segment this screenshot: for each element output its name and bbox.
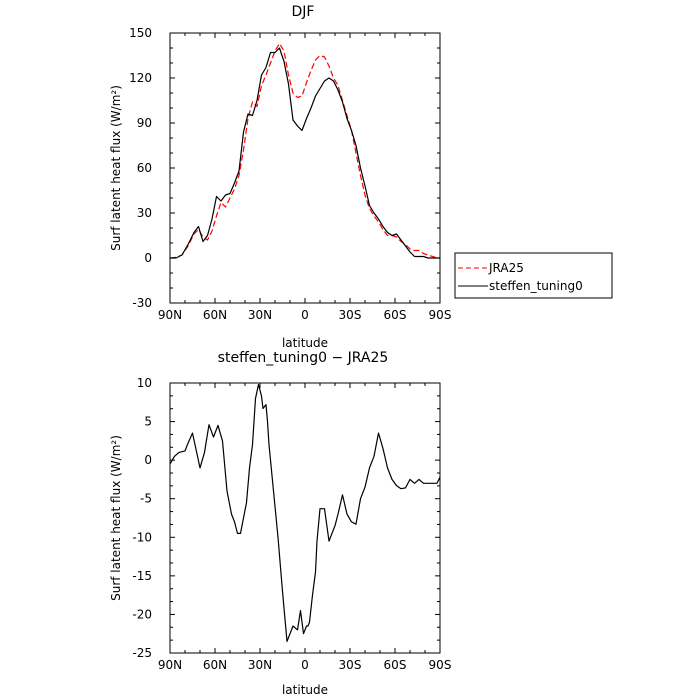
top-x-tick-label: 60N bbox=[203, 308, 227, 322]
bottom-y-tick-label: 0 bbox=[144, 453, 152, 467]
bottom-ticks: 90N 60N 30N 0 30S 60S 90S -25 -20 -15 -10 -5 0 5 10 bbox=[132, 376, 451, 672]
legend-box bbox=[454, 252, 613, 299]
top-y-tick-label: 0 bbox=[144, 251, 152, 265]
bottom-x-tick-label: 0 bbox=[301, 658, 309, 672]
bottom-y-tick-label: -10 bbox=[132, 530, 152, 544]
bottom-panel: steffen_tuning0 − JRA25 90N 60N 30N 0 30S 60S… bbox=[109, 350, 451, 697]
top-x-tick-label: 60S bbox=[384, 308, 407, 322]
top-x-tick-label: 30N bbox=[248, 308, 272, 322]
top-y-tick-label: -30 bbox=[132, 296, 152, 310]
top-x-tick-label: 90N bbox=[158, 308, 182, 322]
top-x-tick-label: 0 bbox=[301, 308, 309, 322]
legend-label-jra25: JRA25 bbox=[488, 261, 524, 275]
top-y-tick-label: 60 bbox=[137, 161, 152, 175]
bottom-chart-title: steffen_tuning0 − JRA25 bbox=[218, 350, 389, 366]
top-y-tick-label: 150 bbox=[129, 26, 152, 40]
bottom-plot-frame bbox=[169, 382, 441, 654]
bottom-series-lines bbox=[169, 383, 441, 643]
top-ticks: 90N 60N 30N 0 30S 60S 90S -30 0 30 60 90 120 150 bbox=[129, 26, 451, 322]
bottom-x-tick-label: 90N bbox=[158, 658, 182, 672]
top-chart-title: DJF bbox=[292, 4, 315, 20]
bottom-y-tick-label: -5 bbox=[140, 492, 152, 506]
bottom-x-tick-label: 90S bbox=[429, 658, 452, 672]
top-y-axis-label: Surf latent heat flux (W/m²) bbox=[109, 85, 123, 251]
bottom-y-tick-label: -20 bbox=[132, 607, 152, 621]
top-plot-frame bbox=[169, 32, 441, 304]
bottom-y-axis-label: Surf latent heat flux (W/m²) bbox=[109, 435, 123, 601]
top-panel: DJF 90N 60N 30N 0 30S 60S 90S-300306090120150 … bbox=[109, 4, 451, 350]
bottom-x-tick-label: 60N bbox=[203, 658, 227, 672]
bottom-x-axis-label: latitude bbox=[282, 683, 328, 697]
bottom-series-line bbox=[169, 383, 441, 643]
top-series-lines bbox=[169, 42, 440, 259]
top-series-steffen-tuning0 bbox=[170, 47, 440, 259]
top-series-jra25 bbox=[169, 42, 440, 259]
bottom-x-tick-label: 30S bbox=[339, 658, 362, 672]
legend-label-steffen: steffen_tuning0 bbox=[489, 279, 583, 293]
bottom-x-tick-label: 30N bbox=[248, 658, 272, 672]
bottom-y-tick-label: -15 bbox=[132, 569, 152, 583]
top-x-tick-label: 90S bbox=[429, 308, 452, 322]
top-x-axis-label: latitude bbox=[282, 336, 328, 350]
top-y-tick-label: 120 bbox=[129, 71, 152, 85]
bottom-y-tick-label: 10 bbox=[137, 376, 152, 390]
top-y-tick-label: 90 bbox=[137, 116, 152, 130]
top-y-tick-label: 30 bbox=[137, 206, 152, 220]
bottom-x-tick-label: 60S bbox=[384, 658, 407, 672]
top-x-tick-label: 30S bbox=[339, 308, 362, 322]
bottom-y-tick-label: -25 bbox=[132, 646, 152, 660]
legend: JRA25 steffen_tuning0 bbox=[454, 252, 613, 299]
bottom-y-tick-label: 5 bbox=[144, 415, 152, 429]
